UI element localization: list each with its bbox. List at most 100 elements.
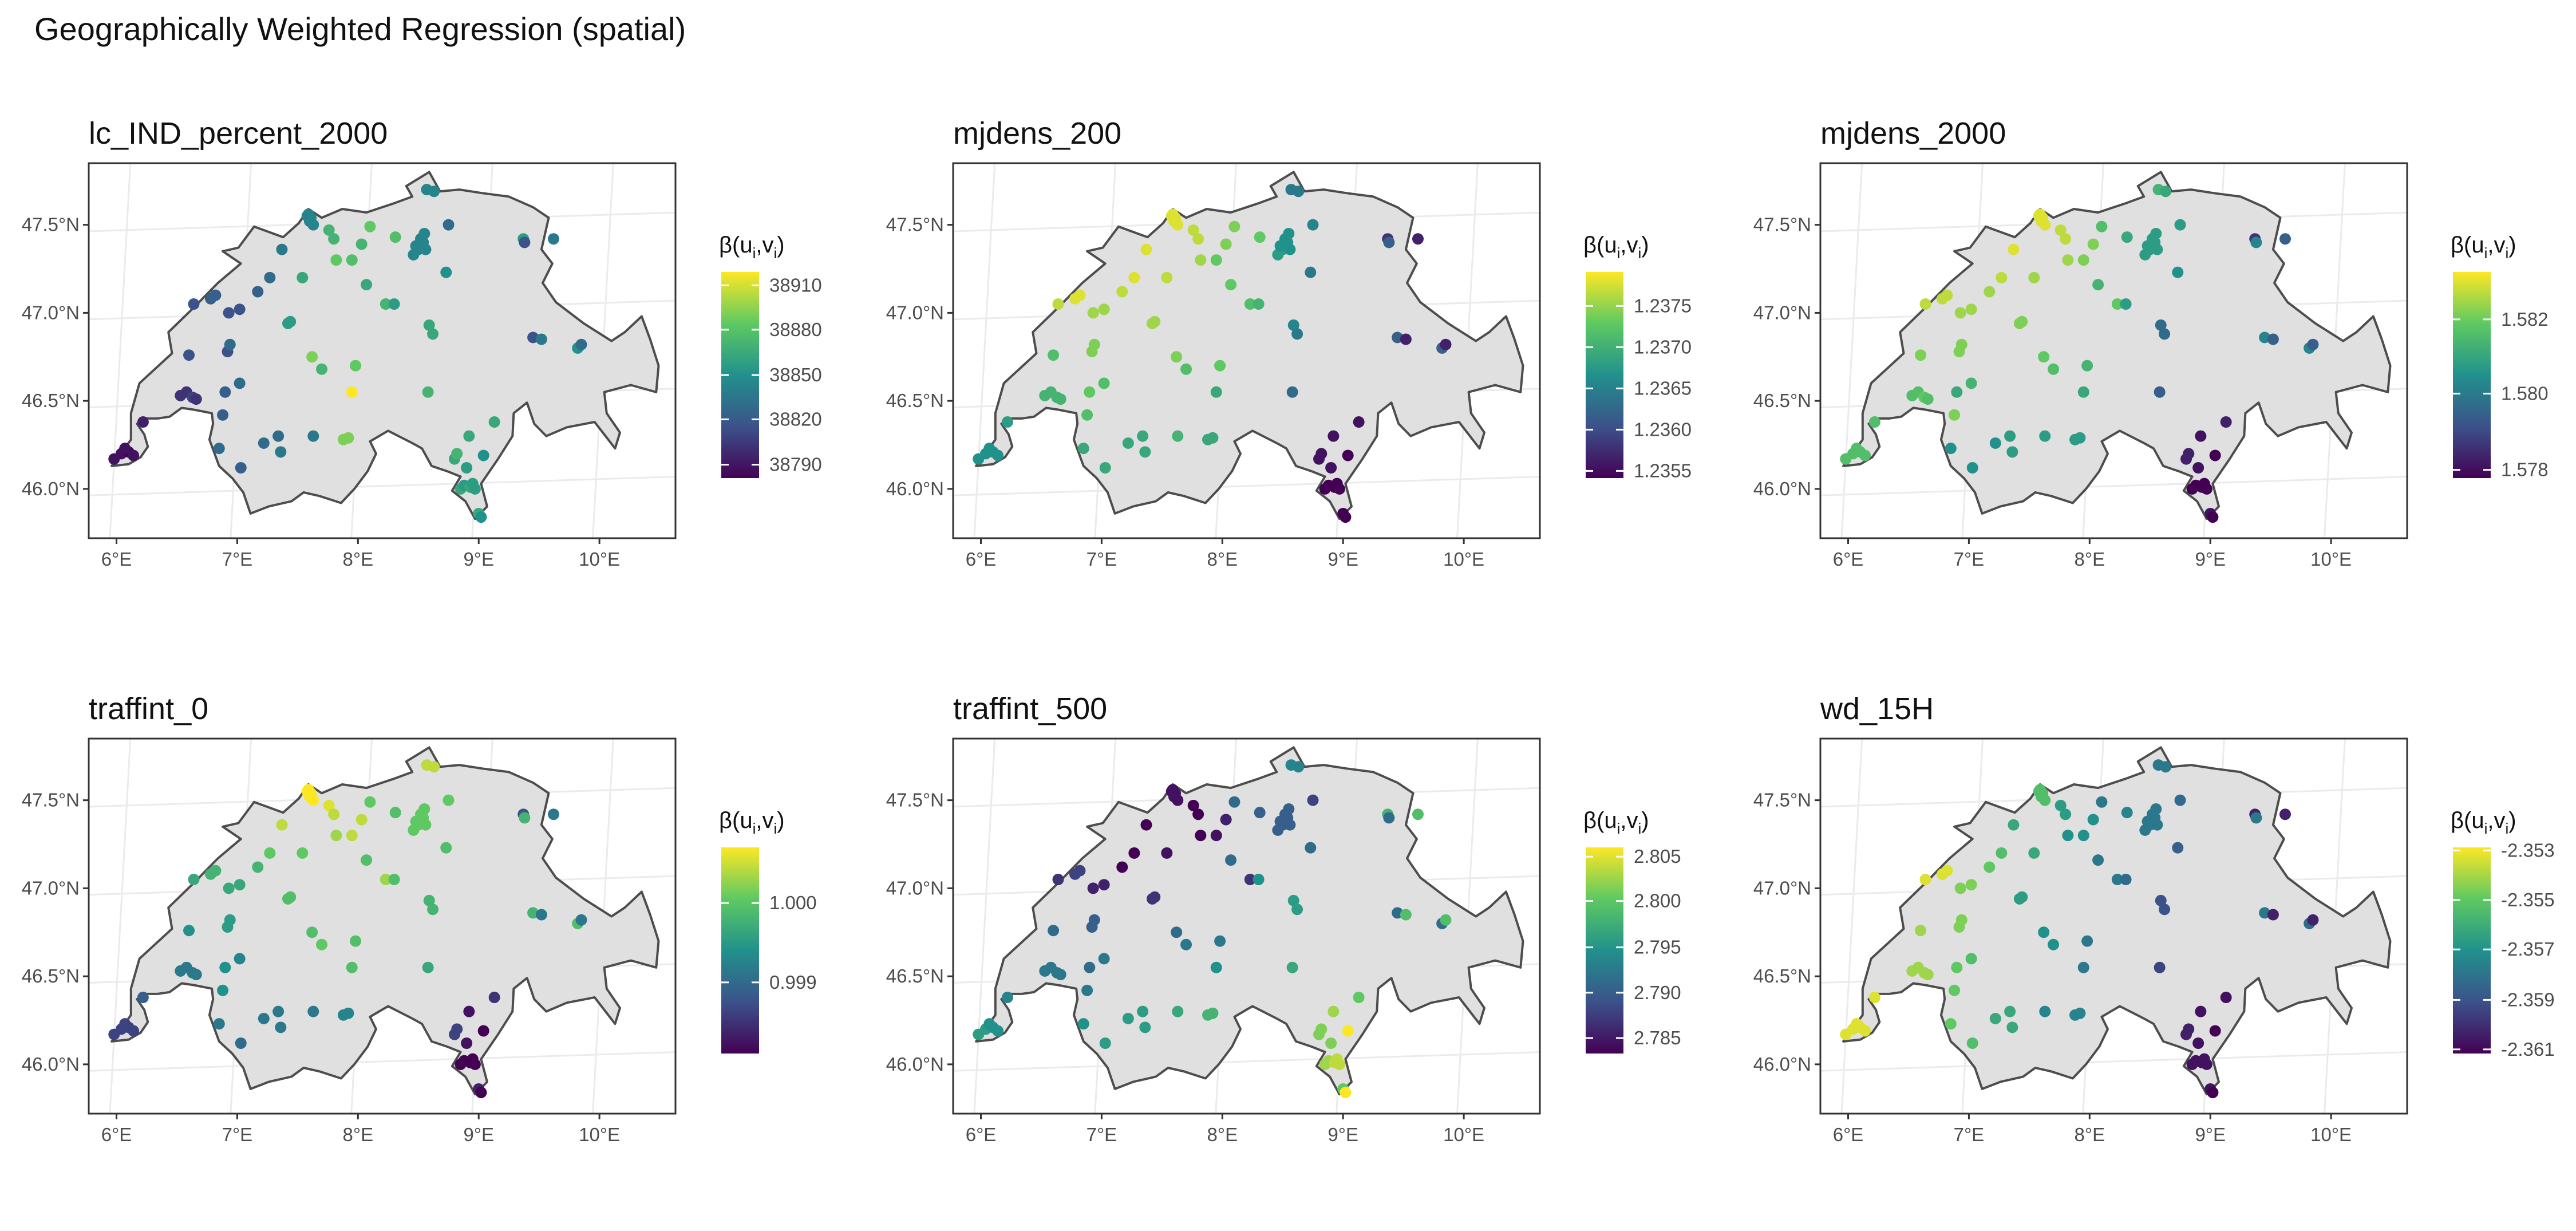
station-point <box>2087 238 2099 250</box>
station-point <box>2267 909 2279 921</box>
station-point <box>1161 847 1173 859</box>
lon-tick-label: 7°E <box>222 549 253 570</box>
station-point <box>1286 386 1298 398</box>
station-point <box>2081 360 2093 372</box>
station-point <box>1383 812 1395 824</box>
station-point <box>575 914 587 926</box>
station-point <box>330 254 342 266</box>
country-outline <box>110 171 660 520</box>
station-point <box>2250 812 2262 824</box>
station-point <box>427 328 439 340</box>
country-outline <box>975 171 1524 520</box>
station-point <box>355 814 368 826</box>
station-point <box>2062 830 2074 842</box>
station-point <box>2048 938 2060 950</box>
station-point <box>1149 891 1161 903</box>
station-point <box>355 238 368 250</box>
station-point <box>275 1021 287 1033</box>
station-point <box>2154 386 2166 398</box>
panel-title: mjdens_200 <box>953 116 1121 151</box>
legend-tick-label: -2.357 <box>2501 938 2555 960</box>
station-point <box>1081 984 1093 996</box>
legend-tick-label: 38790 <box>769 454 822 475</box>
station-point <box>1087 882 1099 894</box>
station-point <box>1353 416 1365 428</box>
panel-border <box>88 737 677 1115</box>
legend-tick-label: 1.000 <box>769 892 817 913</box>
station-point <box>316 363 328 375</box>
station-point <box>1941 289 1953 301</box>
station-point <box>451 1023 463 1035</box>
station-point <box>2006 1021 2018 1033</box>
station-point <box>1919 874 1931 886</box>
station-point <box>1172 1005 1184 1017</box>
station-point <box>2174 219 2186 231</box>
station-point <box>1180 363 1192 375</box>
station-point <box>2038 926 2050 938</box>
station-point <box>1383 236 1395 248</box>
station-point <box>1187 799 1199 811</box>
station-point <box>440 842 452 854</box>
station-point <box>1253 298 1265 310</box>
station-point <box>1225 279 1237 291</box>
station-point <box>1283 803 1295 815</box>
station-point <box>346 830 358 842</box>
legend-title: β(ui,vi) <box>719 232 785 262</box>
station-point <box>1220 238 1232 250</box>
station-point <box>2150 803 2162 815</box>
station-point <box>2121 231 2133 243</box>
station-point <box>1210 386 1222 398</box>
station-point <box>1412 808 1424 820</box>
station-point <box>1137 1005 1149 1017</box>
station-point <box>2087 814 2099 826</box>
station-point <box>535 909 547 921</box>
panel-title: mjdens_2000 <box>1820 116 2006 151</box>
station-point <box>475 1087 487 1099</box>
station-point <box>1307 794 1319 806</box>
lat-tick-label: 46.5°N <box>886 390 944 411</box>
station-point <box>1440 338 1452 350</box>
station-point <box>2209 449 2221 461</box>
station-point <box>2111 298 2123 310</box>
station-point <box>2207 511 2219 523</box>
legend-tick-label: 0.999 <box>769 972 817 993</box>
station-point <box>2121 807 2133 819</box>
station-point <box>2172 266 2184 278</box>
graticule-parallel <box>953 1051 1540 1072</box>
station-point <box>1081 409 1093 421</box>
station-point <box>1172 794 1184 806</box>
station-point <box>188 874 200 886</box>
station-point <box>442 219 455 231</box>
graticule-meridian <box>973 739 996 1114</box>
station-point <box>2077 386 2089 398</box>
station-point <box>1965 879 1977 891</box>
station-point <box>1140 819 1152 831</box>
lon-tick-label: 9°E <box>2195 549 2226 570</box>
station-point <box>1293 186 1305 198</box>
station-point <box>2074 1007 2086 1019</box>
station-point <box>418 228 430 240</box>
station-point <box>342 432 354 444</box>
station-point <box>1955 338 1967 350</box>
graticule-parallel <box>1820 1051 2407 1072</box>
station-point <box>1945 1018 1957 1030</box>
station-point <box>361 854 373 866</box>
station-point <box>1001 992 1013 1004</box>
station-point <box>1084 961 1096 973</box>
station-point <box>1244 298 1256 310</box>
station-point <box>410 815 422 827</box>
station-point <box>2307 914 2319 926</box>
station-point <box>323 224 335 236</box>
graticule-parallel <box>89 476 675 496</box>
lon-tick-label: 8°E <box>2075 1124 2105 1145</box>
station-point <box>2159 328 2171 340</box>
station-point <box>442 794 455 806</box>
lon-tick-label: 10°E <box>1443 549 1484 570</box>
station-point <box>217 984 229 996</box>
station-point <box>469 483 481 495</box>
station-point <box>1274 240 1286 252</box>
station-point <box>1305 842 1317 854</box>
panel-title: traffint_0 <box>89 692 208 726</box>
station-point <box>1287 319 1299 331</box>
station-point <box>2279 808 2291 820</box>
